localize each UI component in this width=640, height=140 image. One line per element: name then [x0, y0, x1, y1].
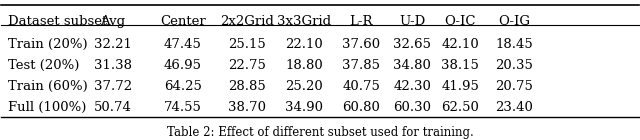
- Text: Train (60%): Train (60%): [8, 80, 88, 93]
- Text: O-IC: O-IC: [444, 15, 476, 28]
- Text: 25.20: 25.20: [285, 80, 323, 93]
- Text: Dataset subset: Dataset subset: [8, 15, 107, 28]
- Text: 31.38: 31.38: [94, 59, 132, 72]
- Text: 18.45: 18.45: [495, 38, 533, 51]
- Text: 42.30: 42.30: [394, 80, 431, 93]
- Text: 34.90: 34.90: [285, 101, 323, 114]
- Text: 20.75: 20.75: [495, 80, 533, 93]
- Text: 60.80: 60.80: [342, 101, 380, 114]
- Text: 38.70: 38.70: [228, 101, 266, 114]
- Text: 37.72: 37.72: [94, 80, 132, 93]
- Text: 74.55: 74.55: [164, 101, 202, 114]
- Text: 25.15: 25.15: [228, 38, 266, 51]
- Text: 34.80: 34.80: [394, 59, 431, 72]
- Text: L-R: L-R: [349, 15, 373, 28]
- Text: 42.10: 42.10: [442, 38, 479, 51]
- Text: 50.74: 50.74: [94, 101, 132, 114]
- Text: 64.25: 64.25: [164, 80, 202, 93]
- Text: 23.40: 23.40: [495, 101, 533, 114]
- Text: 18.80: 18.80: [285, 59, 323, 72]
- Text: 32.21: 32.21: [94, 38, 132, 51]
- Text: 46.95: 46.95: [164, 59, 202, 72]
- Text: 62.50: 62.50: [441, 101, 479, 114]
- Text: Table 2: Effect of different subset used for training.: Table 2: Effect of different subset used…: [166, 126, 474, 139]
- Text: 38.15: 38.15: [441, 59, 479, 72]
- Text: 37.85: 37.85: [342, 59, 380, 72]
- Text: 60.30: 60.30: [394, 101, 431, 114]
- Text: 2x2Grid: 2x2Grid: [220, 15, 274, 28]
- Text: 47.45: 47.45: [164, 38, 202, 51]
- Text: Full (100%): Full (100%): [8, 101, 86, 114]
- Text: Test (20%): Test (20%): [8, 59, 79, 72]
- Text: 41.95: 41.95: [441, 80, 479, 93]
- Text: 32.65: 32.65: [394, 38, 431, 51]
- Text: 40.75: 40.75: [342, 80, 380, 93]
- Text: 28.85: 28.85: [228, 80, 266, 93]
- Text: Train (20%): Train (20%): [8, 38, 88, 51]
- Text: 20.35: 20.35: [495, 59, 533, 72]
- Text: 37.60: 37.60: [342, 38, 381, 51]
- Text: 22.75: 22.75: [228, 59, 266, 72]
- Text: Avg: Avg: [100, 15, 125, 28]
- Text: U-D: U-D: [399, 15, 426, 28]
- Text: Center: Center: [160, 15, 206, 28]
- Text: O-IG: O-IG: [499, 15, 531, 28]
- Text: 3x3Grid: 3x3Grid: [277, 15, 331, 28]
- Text: 22.10: 22.10: [285, 38, 323, 51]
